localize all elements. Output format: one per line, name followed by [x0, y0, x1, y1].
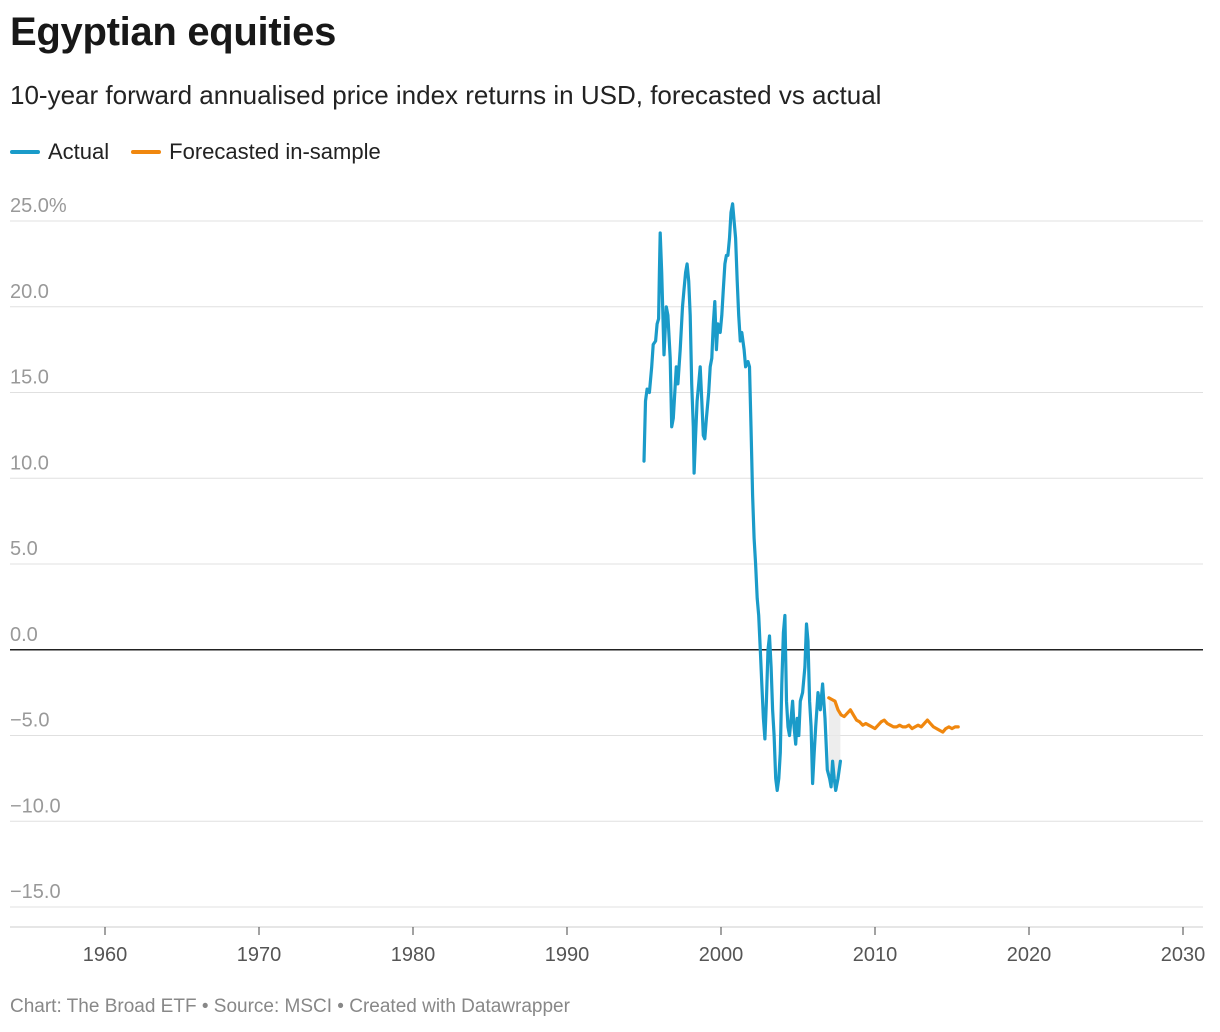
x-tick-label: 2010: [853, 944, 898, 966]
y-tick-label: 10.0: [10, 452, 49, 474]
legend-swatch-actual: [10, 150, 40, 154]
y-tick-label: 15.0: [10, 367, 49, 389]
series-line-forecast: [827, 696, 960, 734]
line-chart: 25.0% 20.0 15.0 10.0 5.0 0.0 −5.0 −10.0 −15.0 196…: [10, 195, 1206, 966]
legend-item-forecast: Forecasted in-sample: [131, 139, 381, 165]
y-tick-label: 5.0: [10, 538, 38, 560]
x-tick-label: 1990: [545, 944, 590, 966]
y-tick-label: −15.0: [10, 881, 61, 903]
x-tick-label: 1970: [237, 944, 282, 966]
chart-footer: Chart: The Broad ETF • Source: MSCI • Cr…: [10, 996, 570, 1017]
chart-subtitle: 10-year forward annualised price index r…: [10, 80, 882, 110]
legend-label-actual: Actual: [48, 139, 110, 164]
chart-title: Egyptian equities: [10, 10, 337, 54]
y-tick-label: −5.0: [10, 710, 49, 732]
series-line-actual: [642, 202, 842, 792]
y-tick-label: −10.0: [10, 795, 61, 817]
x-tick-label: 2000: [699, 944, 744, 966]
legend: Actual Forecasted in-sample: [10, 139, 381, 165]
legend-label-forecast: Forecasted in-sample: [169, 139, 381, 164]
x-tick-label: 2020: [1007, 944, 1052, 966]
y-tick-label: 20.0: [10, 281, 49, 303]
y-tick-label: 25.0%: [10, 195, 67, 217]
legend-swatch-forecast: [131, 150, 162, 154]
y-tick-label: 0.0: [10, 624, 38, 646]
x-tick-label: 1960: [83, 944, 128, 966]
x-tick-label: 2030: [1161, 944, 1206, 966]
legend-item-actual: Actual: [10, 139, 109, 165]
x-tick-label: 1980: [391, 944, 436, 966]
